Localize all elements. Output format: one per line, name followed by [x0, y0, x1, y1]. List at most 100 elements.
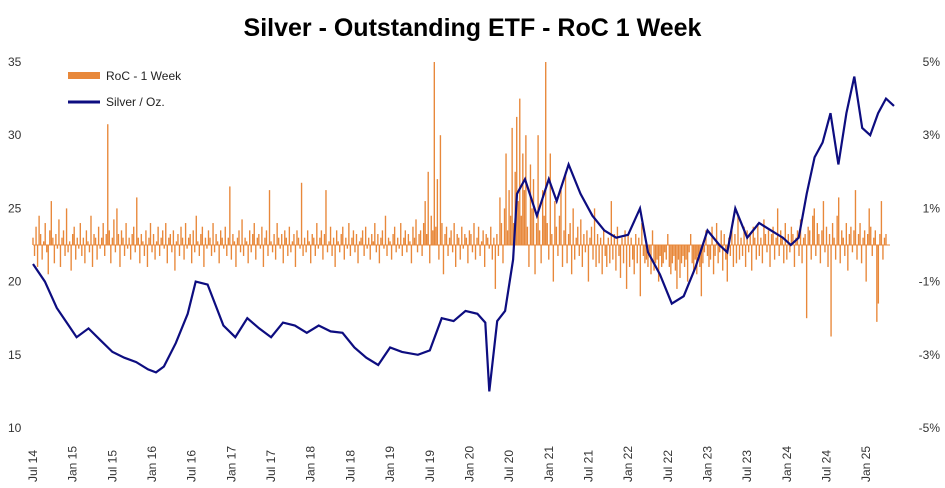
roc-bar — [584, 245, 587, 253]
roc-bar — [499, 197, 501, 245]
roc-bar — [667, 234, 669, 245]
roc-bar — [166, 245, 168, 264]
roc-bar — [877, 245, 880, 304]
roc-bar — [264, 237, 266, 245]
x-axis: Jul 14 Jan 15 Jul 15 Jan 16 Jul 16 Jan 17 Jul … — [26, 446, 873, 482]
roc-bar — [126, 245, 129, 249]
roc-bar — [313, 237, 315, 245]
roc-bar — [56, 245, 59, 249]
roc-bar — [871, 245, 873, 256]
roc-bar — [793, 245, 796, 267]
roc-bar — [334, 245, 336, 267]
roc-bar — [200, 234, 202, 245]
roc-bar — [723, 234, 725, 245]
x-tick-label: Jul 17 — [264, 450, 278, 482]
roc-bar — [102, 223, 104, 245]
roc-bar — [212, 223, 214, 245]
roc-bar — [635, 234, 637, 245]
roc-bar — [702, 245, 704, 264]
roc-bar — [310, 245, 312, 264]
roc-bar — [787, 234, 790, 245]
roc-bar — [108, 230, 110, 245]
roc-bar — [850, 226, 852, 245]
roc-bar — [35, 226, 37, 245]
roc-bar — [601, 245, 603, 275]
roc-bar — [100, 237, 103, 245]
roc-bar — [810, 245, 812, 260]
roc-bar — [471, 245, 474, 253]
roc-bar — [171, 245, 173, 253]
roc-bar — [752, 226, 754, 245]
roc-bar — [740, 237, 742, 245]
x-tick-label: Jan 16 — [145, 446, 159, 482]
roc-bar — [664, 245, 666, 253]
roc-bar — [537, 135, 539, 245]
roc-bar — [679, 245, 681, 278]
roc-bar — [201, 226, 204, 245]
roc-bar — [882, 245, 884, 260]
roc-bar — [58, 219, 60, 245]
roc-bar — [149, 223, 152, 245]
roc-bar — [128, 237, 130, 245]
roc-bar — [459, 245, 461, 260]
roc-bar — [644, 245, 646, 264]
roc-bar — [673, 245, 675, 256]
roc-bar — [125, 223, 127, 245]
roc-bar — [558, 215, 561, 245]
roc-bar — [860, 245, 863, 264]
roc-bar — [294, 245, 297, 267]
roc-bar — [589, 237, 591, 245]
roc-bar — [189, 234, 191, 245]
roc-bar — [158, 245, 161, 256]
y-left-tick-label: 30 — [8, 128, 22, 142]
roc-bar — [265, 230, 268, 245]
roc-bar — [776, 208, 779, 245]
roc-bar — [738, 245, 741, 260]
roc-bar — [767, 230, 770, 245]
roc-bar — [139, 245, 141, 264]
roc-bar — [867, 234, 869, 245]
roc-bar — [755, 245, 757, 260]
roc-bar — [784, 223, 786, 245]
roc-bar — [340, 234, 342, 245]
roc-bar — [335, 230, 338, 245]
roc-bar — [531, 208, 533, 245]
roc-bar — [717, 245, 719, 264]
roc-bar — [317, 245, 320, 249]
roc-bar — [830, 245, 832, 337]
roc-bar — [529, 164, 532, 245]
y-right-tick-label: 1% — [923, 201, 941, 215]
x-tick-label: Jan 15 — [66, 446, 80, 482]
roc-bar — [824, 245, 826, 253]
roc-bar — [49, 230, 51, 245]
roc-bar — [221, 237, 223, 245]
roc-bar — [435, 226, 437, 245]
roc-bar — [75, 245, 77, 260]
roc-bar — [680, 245, 683, 264]
roc-bar — [554, 201, 556, 245]
roc-bar — [407, 234, 410, 245]
roc-bar — [180, 226, 182, 245]
roc-bar — [770, 234, 773, 245]
roc-bar — [482, 230, 484, 245]
roc-bar — [174, 245, 176, 271]
roc-bar — [253, 223, 255, 245]
roc-bar — [586, 230, 588, 245]
roc-bar — [203, 245, 205, 267]
roc-bar — [661, 245, 663, 267]
roc-bar — [96, 245, 98, 260]
roc-bar — [441, 223, 443, 245]
roc-bar — [685, 245, 687, 260]
roc-bar — [477, 226, 480, 245]
x-tick-label: Jul 24 — [820, 450, 834, 482]
roc-bar — [349, 245, 352, 256]
roc-bar — [691, 245, 693, 264]
roc-bar — [403, 237, 405, 245]
roc-bar — [854, 190, 857, 245]
roc-bar — [453, 223, 455, 245]
roc-bar — [169, 234, 172, 245]
roc-bar — [352, 230, 355, 245]
roc-bar — [328, 241, 330, 245]
roc-bar — [116, 208, 118, 245]
